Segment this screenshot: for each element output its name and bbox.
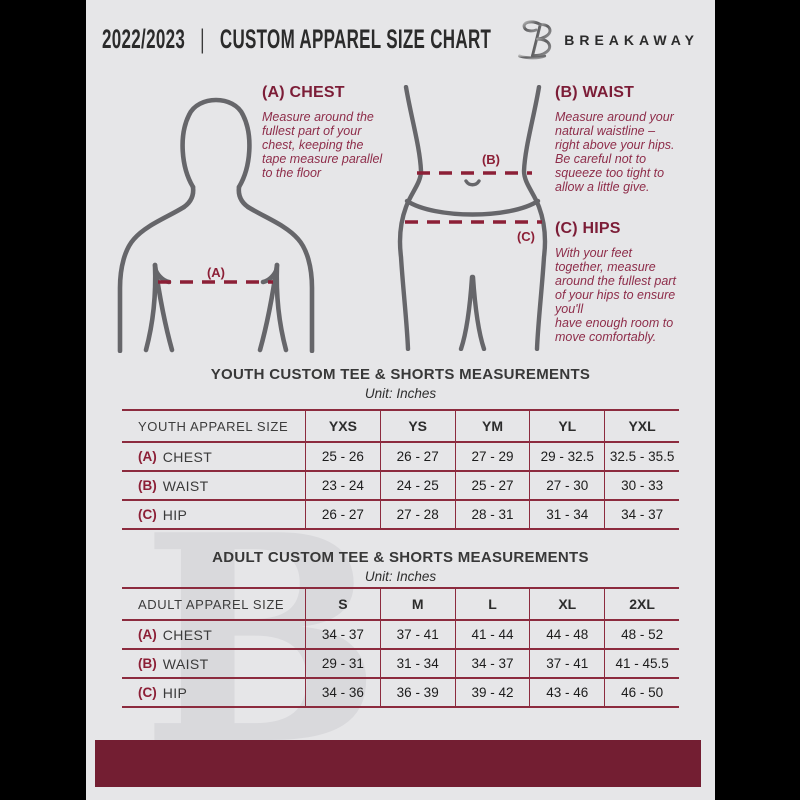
table-cell: 27 - 28 <box>379 501 455 528</box>
page-title: CUSTOM APPAREL SIZE CHART <box>219 24 492 55</box>
brand-name: BREAKAWAY <box>564 32 699 48</box>
table-header-cell: YM <box>454 411 530 441</box>
hips-instruction-title: (C) HIPS <box>555 220 621 237</box>
table-cell: 34 - 36 <box>305 679 380 706</box>
header: 2022/2023 | CUSTOM APPAREL SIZE CHART <box>86 18 715 62</box>
table-header-row: ADULT APPAREL SIZE S M L XL 2XL <box>122 589 679 621</box>
table-cell: 26 - 27 <box>305 501 380 528</box>
waist-instruction-text: Measure around your natural waistline – … <box>555 110 675 194</box>
row-label: (C) HIP <box>138 684 188 701</box>
table-cell: 31 - 34 <box>379 650 455 677</box>
table-header-cell: YS <box>379 411 455 441</box>
table-cell: 39 - 42 <box>454 679 530 706</box>
table-header-cell: YXL <box>604 411 679 441</box>
table-row: (B) WAIST 29 - 31 31 - 34 34 - 37 37 - 41… <box>122 650 679 679</box>
table-cell: 28 - 31 <box>454 501 530 528</box>
table-cell: 24 - 25 <box>379 472 455 499</box>
table-cell: 41 - 45.5 <box>604 650 679 677</box>
chest-instruction-text: Measure around the fullest part of your … <box>262 110 383 180</box>
table-cell: 37 - 41 <box>379 621 455 648</box>
row-label: (C) HIP <box>138 506 188 523</box>
youth-table-unit: Unit: Inches <box>364 386 437 401</box>
brand-lockup: BREAKAWAY <box>517 18 699 62</box>
table-cell: 29 - 31 <box>305 650 380 677</box>
table-cell: 41 - 44 <box>454 621 530 648</box>
edition-text: 2022/2023 <box>102 24 186 55</box>
table-row: (A) CHEST 34 - 37 37 - 41 41 - 44 44 - 48… <box>122 621 679 650</box>
waist-instruction-title: (B) WAIST <box>555 84 635 101</box>
table-cell: 44 - 48 <box>529 621 604 648</box>
table-cell: 32.5 - 35.5 <box>604 443 679 470</box>
table-header-row: YOUTH APPAREL SIZE YXS YS YM YL YXL <box>122 411 679 443</box>
table-cell: 23 - 24 <box>305 472 380 499</box>
table-cell: 34 - 37 <box>454 650 530 677</box>
upper-body-silhouette: (A) <box>117 97 315 353</box>
table-row: (B) WAIST 23 - 24 24 - 25 25 - 27 27 - 30… <box>122 472 679 501</box>
table-header-cell: S <box>305 589 380 619</box>
table-header-cell: M <box>379 589 455 619</box>
table-cell: 29 - 32.5 <box>529 443 604 470</box>
table-cell: 34 - 37 <box>604 501 679 528</box>
table-cell: 25 - 27 <box>454 472 530 499</box>
chest-line-label: (A) <box>207 265 225 280</box>
table-row: (C) HIP 34 - 36 36 - 39 39 - 42 43 - 46 4… <box>122 679 679 706</box>
hips-instruction: (C) HIPS With your feet together, measur… <box>555 220 715 344</box>
table-cell: 25 - 26 <box>305 443 380 470</box>
table-header-cell: XL <box>529 589 604 619</box>
table-cell: 37 - 41 <box>529 650 604 677</box>
adult-table-unit: Unit: Inches <box>364 569 437 584</box>
table-header-cell: YL <box>529 411 604 441</box>
waist-line-label: (B) <box>482 152 500 167</box>
table-header-cell: L <box>454 589 530 619</box>
table-cell: 26 - 27 <box>379 443 455 470</box>
breakaway-logo-icon <box>518 20 552 60</box>
hips-instruction-text: With your feet together, measure around … <box>555 246 676 344</box>
adult-table-title: ADULT CUSTOM TEE & SHORTS MEASUREMENTS <box>212 549 589 566</box>
header-title: 2022/2023 | CUSTOM APPAREL SIZE CHART <box>102 24 491 56</box>
row-label: (A) CHEST <box>138 448 213 465</box>
footer-bar <box>95 740 701 787</box>
hip-line-label: (C) <box>517 229 535 244</box>
chest-instruction-title: (A) CHEST <box>262 84 345 101</box>
youth-table-title: YOUTH CUSTOM TEE & SHORTS MEASUREMENTS <box>210 366 591 383</box>
row-label: (B) WAIST <box>138 655 209 672</box>
table-cell: 43 - 46 <box>529 679 604 706</box>
row-label: (A) CHEST <box>138 626 213 643</box>
table-cell: 27 - 29 <box>454 443 530 470</box>
youth-size-table: YOUTH APPAREL SIZE YXS YS YM YL YXL (A) C… <box>122 409 679 530</box>
table-row: (A) CHEST 25 - 26 26 - 27 27 - 29 29 - 32… <box>122 443 679 472</box>
waist-instruction: (B) WAIST Measure around your natural wa… <box>555 84 715 194</box>
chest-instruction: (A) CHEST Measure around the fullest par… <box>262 84 437 180</box>
adult-size-table: ADULT APPAREL SIZE S M L XL 2XL (A) CHEST… <box>122 587 679 708</box>
table-cell: 34 - 37 <box>305 621 380 648</box>
table-row: (C) HIP 26 - 27 27 - 28 28 - 31 31 - 34 3… <box>122 501 679 528</box>
table-header-cell: 2XL <box>604 589 679 619</box>
row-label: (B) WAIST <box>138 477 209 494</box>
table-cell: 30 - 33 <box>604 472 679 499</box>
table-cell: 46 - 50 <box>604 679 679 706</box>
table-header-cell: YXS <box>305 411 380 441</box>
lower-body-silhouette: (B) (C) <box>397 85 548 351</box>
table-cell: 36 - 39 <box>379 679 455 706</box>
table-cell: 48 - 52 <box>604 621 679 648</box>
watermark-letter: B <box>141 473 382 800</box>
table-header-cell: ADULT APPAREL SIZE <box>138 596 285 612</box>
title-separator: | <box>200 24 205 55</box>
table-cell: 27 - 30 <box>529 472 604 499</box>
table-cell: 31 - 34 <box>529 501 604 528</box>
size-chart-document: B 2022/2023 | CUSTOM APPAREL SIZE CHART <box>86 0 715 800</box>
table-header-cell: YOUTH APPAREL SIZE <box>138 418 289 434</box>
